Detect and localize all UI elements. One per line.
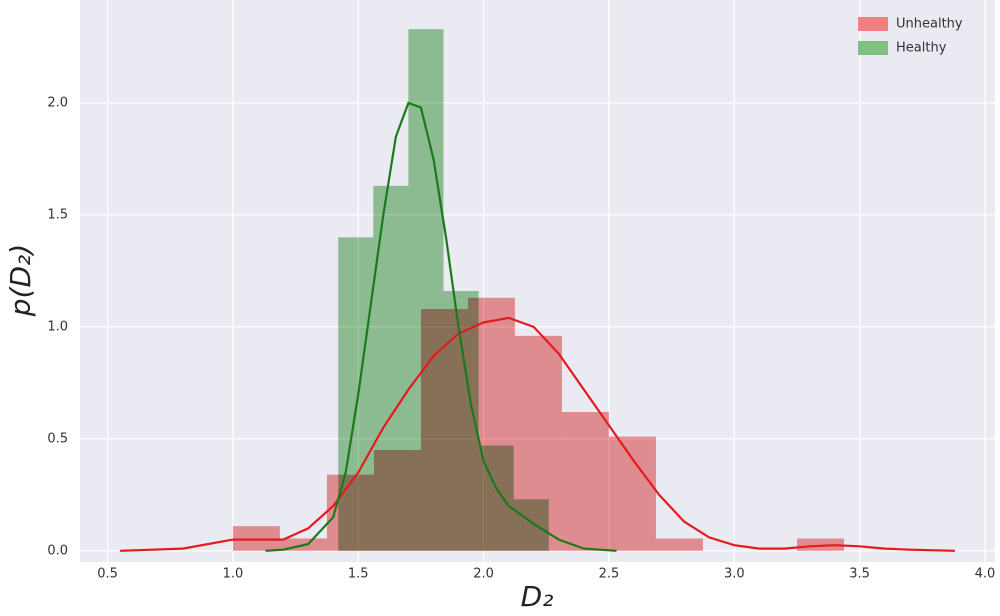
legend-swatch [858, 17, 888, 31]
histogram-bar [608, 436, 656, 551]
x-tick-label: 2.0 [473, 567, 494, 582]
y-tick-label: 2.0 [47, 95, 68, 110]
x-axis-label: D₂ [521, 580, 554, 613]
legend-label: Healthy [896, 41, 947, 56]
kde-line [120, 316, 955, 552]
kde-line [265, 101, 617, 552]
x-tick-label: 3.5 [849, 567, 870, 582]
y-tick-label: 0.5 [47, 431, 68, 446]
histogram-bar [513, 499, 549, 551]
x-tick-label: 0.5 [97, 567, 118, 582]
x-tick-label: 3.0 [724, 567, 745, 582]
y-tick-label: 1.5 [47, 207, 68, 222]
x-tick-label: 1.0 [223, 567, 244, 582]
histogram-bar [443, 291, 479, 551]
histogram-bar [655, 538, 703, 551]
histogram-bar [408, 29, 444, 551]
x-tick-label: 2.5 [599, 567, 620, 582]
y-axis-label: p(D₂) [4, 244, 37, 317]
y-tick-label: 1.0 [47, 319, 68, 334]
histogram-bar [338, 237, 374, 551]
x-tick-label: 4.0 [975, 567, 996, 582]
histogram-bar [232, 526, 280, 551]
y-tick-label: 0.0 [47, 543, 68, 558]
x-tick-label: 1.5 [348, 567, 369, 582]
legend-swatch [858, 41, 888, 55]
legend-label: Unhealthy [896, 17, 963, 32]
legend: Unhealthy Healthy [858, 17, 963, 56]
histogram-bar [561, 411, 609, 551]
histogram-bar [373, 185, 409, 551]
histogram-bar [796, 538, 844, 551]
